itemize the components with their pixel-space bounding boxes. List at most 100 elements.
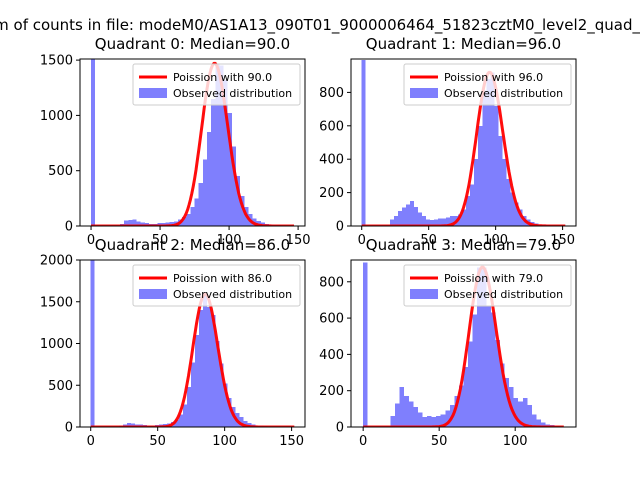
legend-box [403,63,572,106]
y-tick-label: 500 [48,164,73,179]
figure-title-text: Histogram of counts in file: modeM0/AS1A… [0,16,640,34]
figure-title: Histogram of counts in file: modeM0/AS1A… [0,16,640,38]
histogram-bar [219,363,224,427]
histogram-bar [518,209,523,226]
y-tick-label: 500 [48,379,73,394]
histogram-bar [495,339,500,427]
histogram-bar [194,198,199,226]
histogram-bar [126,422,131,427]
histogram-bar [522,397,528,427]
histogram-bar [215,340,220,427]
histogram-bar [417,212,422,226]
subplot-quadrant-1: 0 50 100 150 0 200 400 600 800 Quadrant 1: Median… [319,35,577,248]
histogram-bar [531,414,537,427]
legend: Poission with 79.0 Observed distribution [403,264,572,307]
histogram-bar [136,221,141,226]
y-tick-label: 800 [319,275,344,290]
y-tick-label: 1000 [40,109,73,124]
histogram-bar [124,220,129,226]
poisson-curve [90,61,295,226]
histogram-bar [417,412,423,427]
histogram-bar [440,414,446,427]
y-tick-label: 400 [319,348,344,363]
y-tick-label: 0 [336,220,344,235]
histogram-bar [442,218,447,226]
histogram-bar [472,314,478,427]
x-tick-label: 50 [431,434,448,449]
y-tick-label: 0 [336,421,344,436]
plot-area [363,262,564,427]
legend-patch-swatch [410,88,438,98]
histogram-bar [436,416,441,427]
histogram-bar [422,417,428,427]
histogram-bar [256,221,261,226]
histogram-bar [231,146,236,226]
histogram-bar [187,386,192,427]
legend: Poission with 86.0 Observed distribution [132,264,301,307]
histogram-bar [361,59,366,226]
histogram-bar [393,215,398,226]
y-tick-label: 0 [65,220,73,235]
histogram-bar [195,335,200,427]
histogram-bar [239,416,244,427]
histogram-bar [486,79,491,226]
histogram-bar [191,362,196,427]
histogram-bar [211,315,216,427]
x-tick-label: 100 [217,233,242,248]
x-tick-label: 50 [149,434,166,449]
y-tick-label: 1500 [40,295,73,310]
histogram-bar [130,423,135,427]
axes-frame [350,58,577,227]
histogram-bar [478,125,483,226]
histogram-bar [486,305,491,427]
poisson-curve [363,265,564,427]
histogram-bar [363,262,368,427]
histogram-bar [494,105,499,226]
legend-box [403,264,572,307]
subplot-quadrant-3: 0 50 100 0 200 400 600 800 Quadrant 3: Median=79… [319,236,577,449]
y-tick-label: 200 [319,384,344,399]
histogram-bar [454,396,459,427]
histogram-bar [446,217,451,226]
histogram-bar [132,219,137,226]
histogram-bar [390,416,396,427]
histogram-bar [438,218,443,226]
histogram-bar [536,419,542,427]
histogram-bar [90,260,95,427]
histogram-bar [399,387,405,427]
subplot-title: Quadrant 0: Median=90.0 [95,35,290,53]
histogram-bar [527,405,532,427]
histogram-bar [458,214,463,226]
legend-label: Observed distribution [173,288,292,301]
histogram-bar [405,204,410,226]
histogram-bar [207,306,212,427]
legend-label: Observed distribution [173,87,292,100]
legend: Poission with 96.0 Observed distribution [403,63,572,106]
histogram-bar [165,222,170,226]
histogram-bar [395,403,400,427]
histogram-bar [186,213,191,226]
subplot-title: Quadrant 2: Median=86.0 [95,236,290,254]
histogram-bar [514,202,519,226]
histogram-bar [482,90,487,226]
histogram-bar [445,410,450,427]
histogram-bar [427,416,432,427]
histogram-bar [211,98,216,226]
histogram-bar [498,135,503,226]
histogram-bar [215,63,220,226]
histogram-bar [203,294,208,427]
histogram-bar [198,182,203,226]
x-tick-label: 0 [87,434,95,449]
x-tick-label: 150 [279,434,304,449]
y-tick-label: 1500 [40,54,73,69]
legend-label: Poission with 79.0 [444,272,543,285]
histogram-bar [389,219,394,226]
legend-patch-swatch [139,88,167,98]
histogram-bar [504,377,510,427]
x-tick-label: 50 [152,233,169,248]
x-tick-label: 100 [212,434,237,449]
histogram-bar [404,396,409,427]
